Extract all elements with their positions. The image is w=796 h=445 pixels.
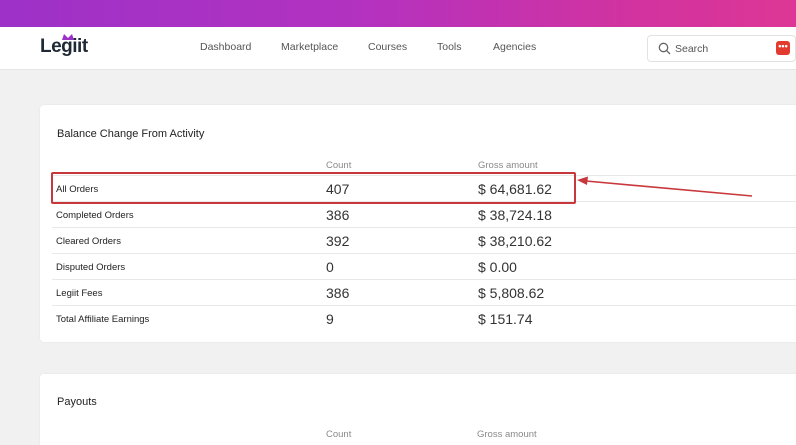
row-label: Cleared Orders [56,236,121,247]
row-amount: $ 38,724.18 [478,207,552,223]
row-label: Legiit Fees [56,288,103,299]
balance-count-header: Count [326,160,352,171]
top-gradient-bar [0,0,796,27]
row-label: Completed Orders [56,210,134,221]
more-options-icon[interactable]: ••• [776,41,790,55]
row-amount: $ 38,210.62 [478,233,552,249]
payouts-amount-header: Gross amount [477,429,537,440]
nav-courses[interactable]: Courses [368,41,408,53]
payouts-card: Payouts Count Gross amount [40,374,796,445]
table-row: Total Affiliate Earnings 9 $ 151.74 [52,305,796,331]
row-amount: $ 151.74 [478,311,533,327]
balance-title: Balance Change From Activity [57,128,205,140]
search-icon [658,42,671,55]
balance-amount-header: Gross amount [478,160,538,171]
row-count: 386 [326,207,350,223]
row-label: All Orders [56,184,99,195]
balance-card: Balance Change From Activity Count Gross… [40,105,796,342]
search-label: Search [675,43,709,55]
row-count: 392 [326,233,350,249]
payouts-count-header: Count [326,429,352,440]
table-row: Completed Orders 386 $ 38,724.18 [52,201,796,227]
logo-crown-icon [62,34,74,40]
table-row: Cleared Orders 392 $ 38,210.62 [52,227,796,253]
site-header: Legiit Dashboard Marketplace Courses Too… [0,27,796,70]
row-count: 407 [326,181,350,197]
search-box[interactable]: Search ••• [647,35,796,62]
row-amount: $ 64,681.62 [478,181,552,197]
table-row: Disputed Orders 0 $ 0.00 [52,253,796,279]
table-row: All Orders 407 $ 64,681.62 [52,175,796,201]
row-count: 386 [326,285,350,301]
row-count: 9 [326,311,334,327]
row-amount: $ 5,808.62 [478,285,545,301]
row-label: Total Affiliate Earnings [56,314,150,325]
nav-tools[interactable]: Tools [437,41,462,53]
payouts-title: Payouts [57,396,97,408]
table-row: Legiit Fees 386 $ 5,808.62 [52,279,796,305]
nav-marketplace[interactable]: Marketplace [281,41,339,53]
legiit-logo[interactable]: Legiit [40,36,88,57]
annotation-highlight-box [51,172,576,204]
row-count: 0 [326,259,334,275]
annotation-arrow-icon [577,176,753,197]
row-amount: $ 0.00 [478,259,517,275]
row-label: Disputed Orders [56,262,126,273]
nav-agencies[interactable]: Agencies [493,41,537,53]
nav-dashboard[interactable]: Dashboard [200,41,252,53]
